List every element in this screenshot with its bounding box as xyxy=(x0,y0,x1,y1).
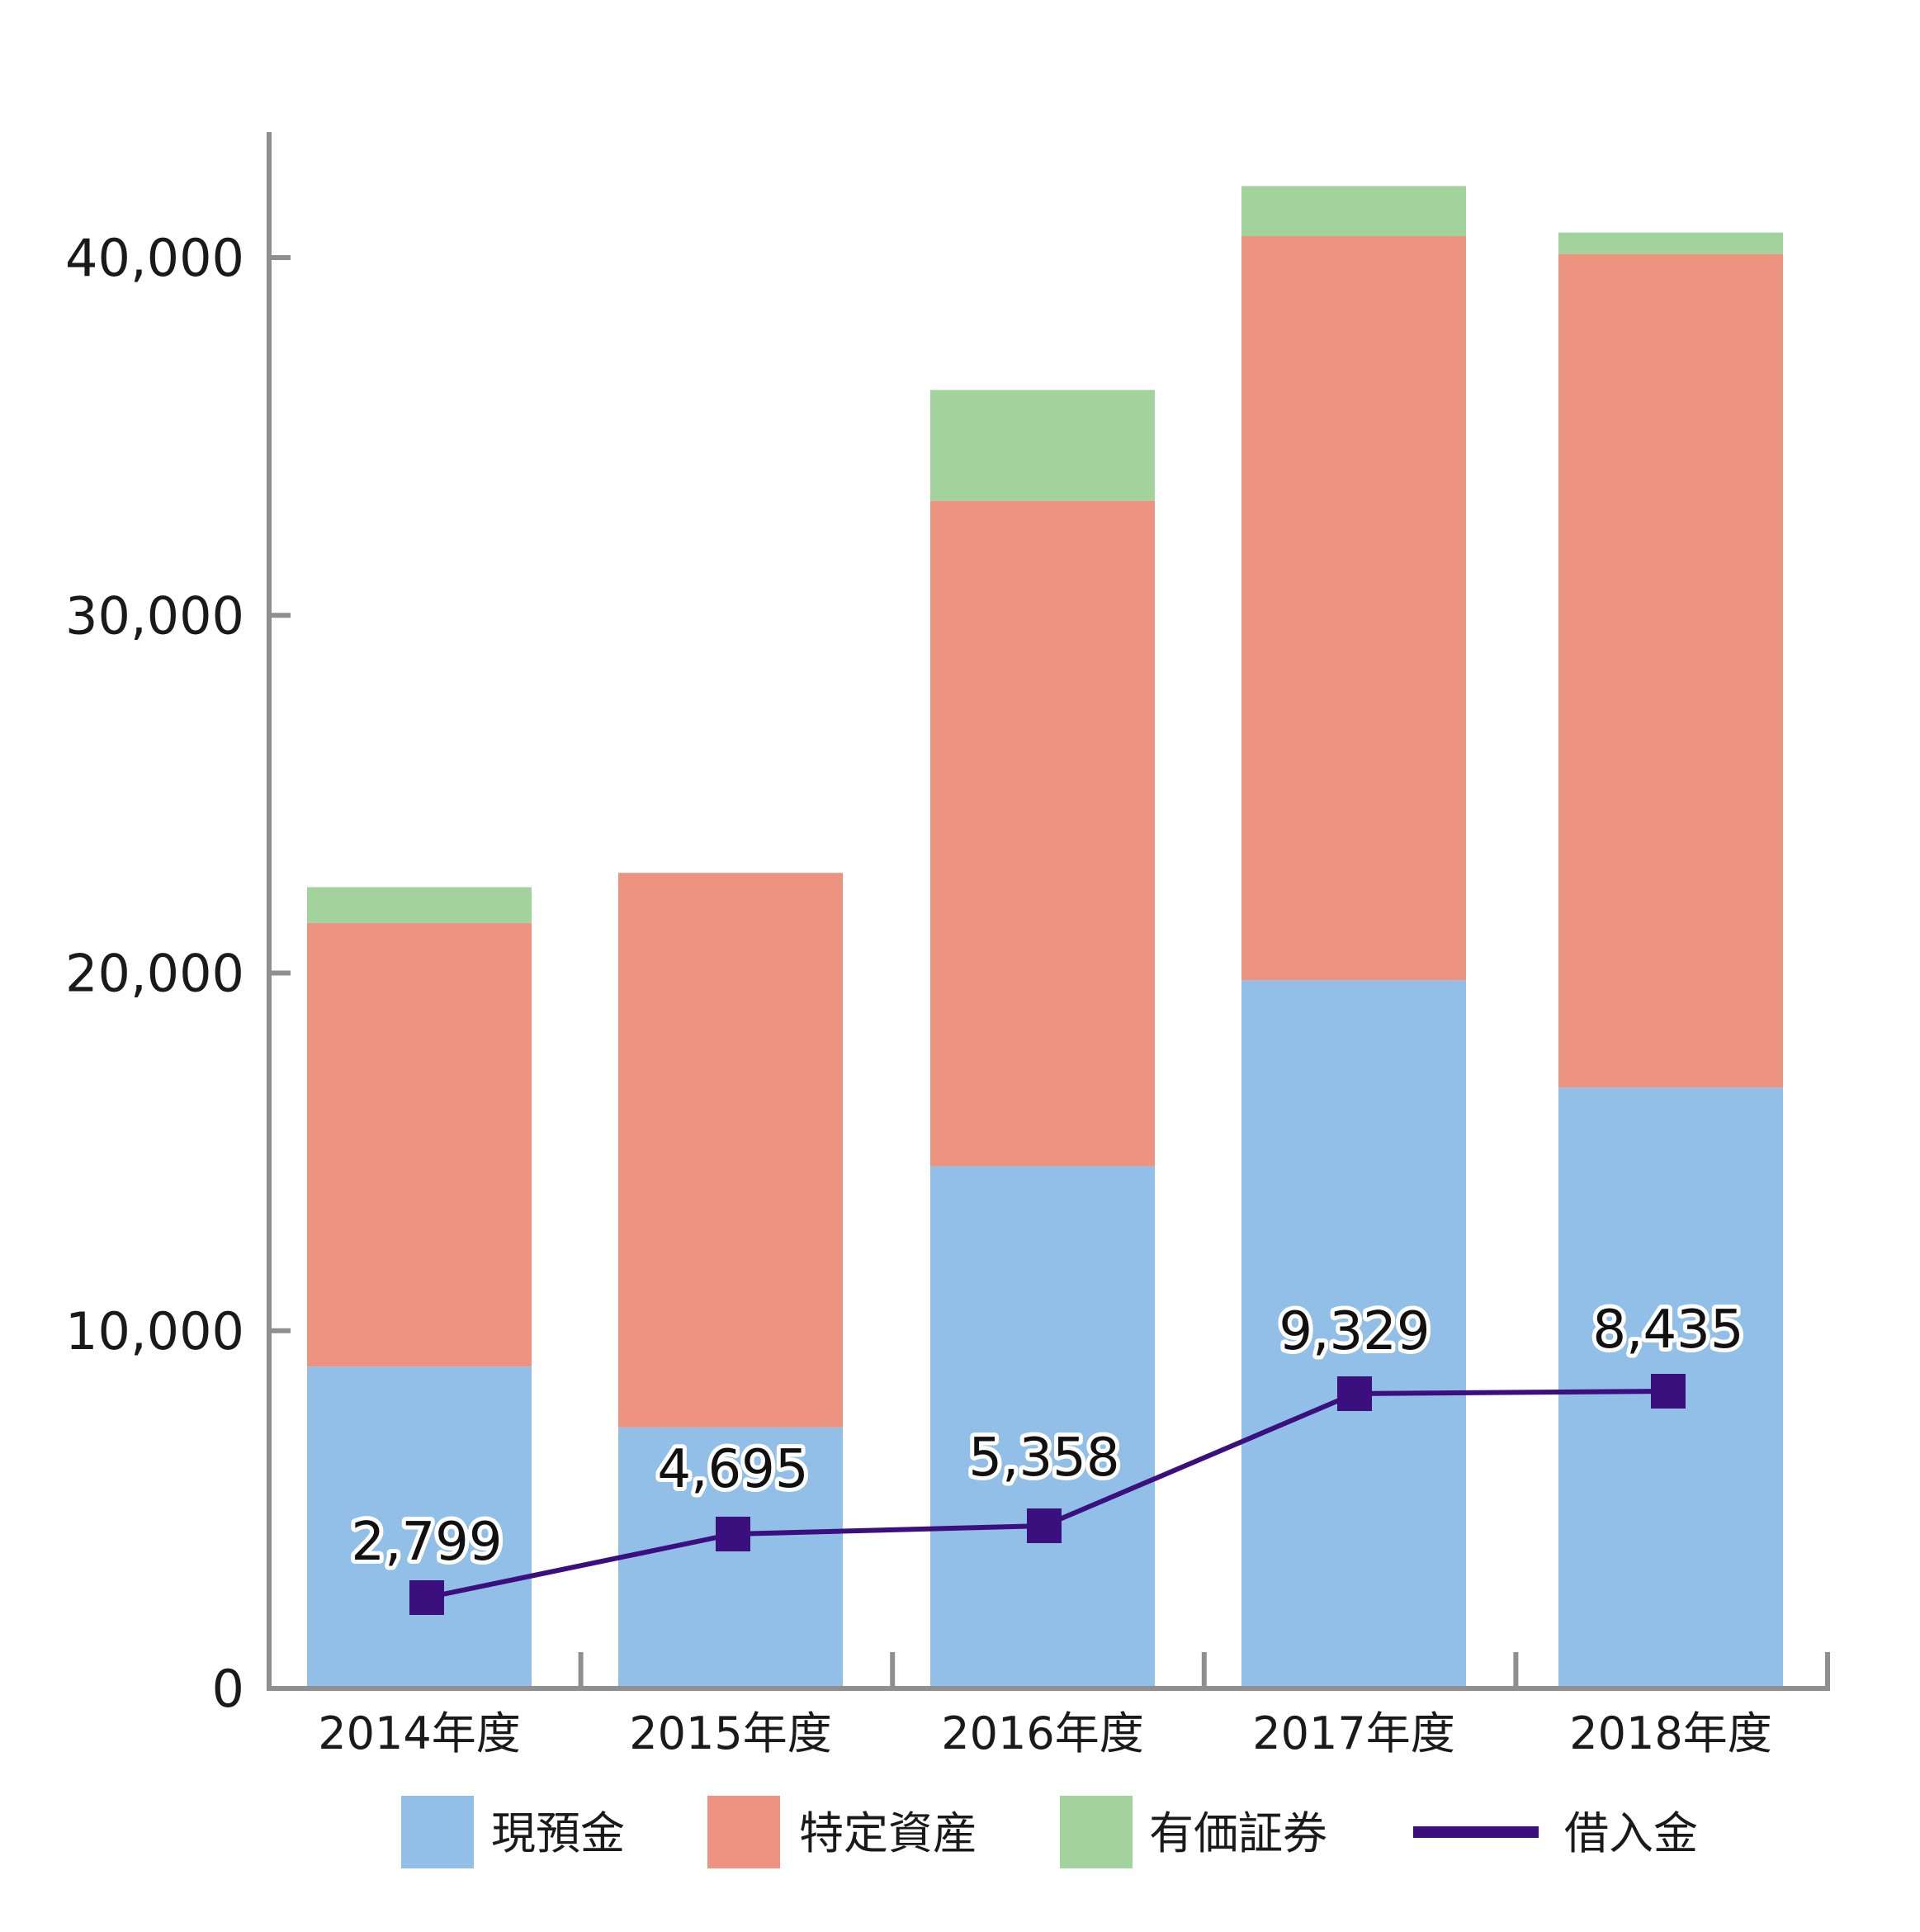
legend: 現預金 特定資産 有価証券 借入金 xyxy=(401,1796,1698,1868)
line-marker-3 xyxy=(1027,1508,1062,1543)
legend-label-1: 現預金 xyxy=(491,1807,625,1859)
y-tick-label-5: 40,000 xyxy=(65,228,244,288)
bar-3-4 xyxy=(1241,186,1466,237)
legend-swatch-1 xyxy=(401,1796,474,1868)
bar-3-1 xyxy=(307,887,532,923)
y-tick-label-1: 0 xyxy=(212,1659,244,1719)
bar-3-5 xyxy=(1558,232,1783,254)
legend-label-4: 借入金 xyxy=(1564,1807,1698,1859)
bars-group xyxy=(307,186,1783,1688)
line-marker-2 xyxy=(716,1517,750,1551)
x-tick-label-1: 2014年度 xyxy=(318,1707,520,1759)
line-marker-5 xyxy=(1651,1374,1686,1409)
bar-1-4 xyxy=(1241,980,1466,1688)
bar-3-3 xyxy=(930,390,1155,501)
bar-2-2 xyxy=(618,873,843,1428)
data-label-2: 4,695 xyxy=(657,1439,808,1500)
x-tick-label-4: 2017年度 xyxy=(1252,1707,1454,1759)
y-tick-label-4: 30,000 xyxy=(65,585,244,646)
data-label-3: 5,358 xyxy=(968,1428,1119,1489)
bar-2-3 xyxy=(930,500,1155,1167)
legend-swatch-3 xyxy=(1060,1796,1133,1868)
bar-1-3 xyxy=(930,1166,1155,1688)
bar-2-1 xyxy=(307,922,532,1367)
legend-swatch-2 xyxy=(707,1796,780,1868)
line-series-group: 2,799 4,695 5,358 9,329 8,435 xyxy=(347,1295,1748,1615)
line-marker-4 xyxy=(1337,1376,1372,1411)
legend-label-2: 特定資産 xyxy=(799,1807,977,1859)
data-label-5: 8,435 xyxy=(1592,1300,1743,1361)
x-tick-label-5: 2018年度 xyxy=(1569,1707,1771,1759)
x-tick-label-2: 2015年度 xyxy=(629,1707,831,1759)
bar-2-4 xyxy=(1241,236,1466,981)
data-label-4: 9,329 xyxy=(1279,1301,1430,1362)
data-label-1: 2,799 xyxy=(351,1512,502,1573)
bar-2-5 xyxy=(1558,253,1783,1088)
legend-label-3: 有価証券 xyxy=(1149,1807,1327,1859)
axes-group: 0 10,000 20,000 30,000 40,000 2014年度 2015年度 201… xyxy=(65,132,1830,1759)
y-tick-label-2: 10,000 xyxy=(65,1301,244,1361)
y-tick-label-3: 20,000 xyxy=(65,944,244,1004)
x-tick-label-3: 2016年度 xyxy=(941,1707,1143,1759)
bar-1-2 xyxy=(618,1427,843,1688)
line-marker-1 xyxy=(409,1580,444,1615)
bar-1-1 xyxy=(307,1366,532,1688)
